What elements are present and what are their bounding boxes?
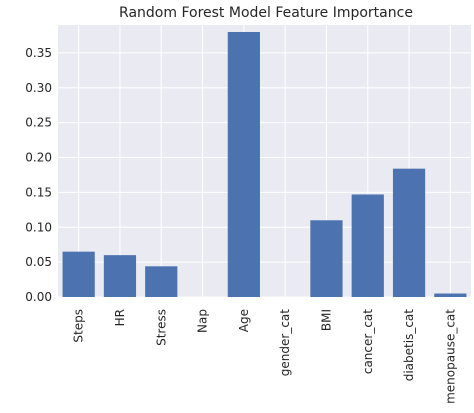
y-tick-label: 0.25 [25, 116, 52, 130]
x-tick-label: Stress [154, 309, 168, 346]
bar-bmi [310, 220, 343, 297]
x-tick-label: menopause_cat [443, 309, 457, 404]
y-tick-label: 0.15 [25, 185, 52, 199]
x-axis: Steps HR Stress Nap Age gender_cat BMI cancer_c… [72, 309, 458, 404]
grid [58, 25, 471, 298]
x-tick-label: gender_cat [278, 309, 292, 376]
x-tick-label: cancer_cat [361, 309, 375, 374]
bar-menopause-cat [434, 293, 467, 297]
y-tick-label: 0.35 [25, 46, 52, 60]
x-tick-label: HR [113, 309, 127, 326]
bar-cancer-cat [351, 194, 384, 297]
x-tick-label: Nap [196, 309, 210, 333]
bar-diabetis-cat [392, 168, 426, 297]
x-tick-label: BMI [319, 309, 333, 331]
bar-hr [103, 255, 137, 297]
x-tick-label: diabetis_cat [402, 309, 416, 382]
bar-steps [62, 251, 95, 297]
bars [62, 31, 467, 297]
y-tick-label: 0.05 [25, 255, 52, 269]
chart-title: Random Forest Model Feature Importance [119, 5, 413, 21]
x-tick-label: Age [237, 309, 251, 332]
bar-stress [145, 266, 178, 297]
y-tick-label: 0.00 [25, 290, 52, 304]
y-tick-label: 0.20 [25, 151, 52, 165]
y-tick-label: 0.30 [25, 81, 52, 95]
y-tick-label: 0.10 [25, 220, 52, 234]
bar-age [227, 31, 260, 297]
y-axis: 0.00 0.05 0.10 0.15 0.20 0.25 0.30 0.35 [25, 46, 52, 304]
x-tick-label: Steps [72, 309, 86, 343]
